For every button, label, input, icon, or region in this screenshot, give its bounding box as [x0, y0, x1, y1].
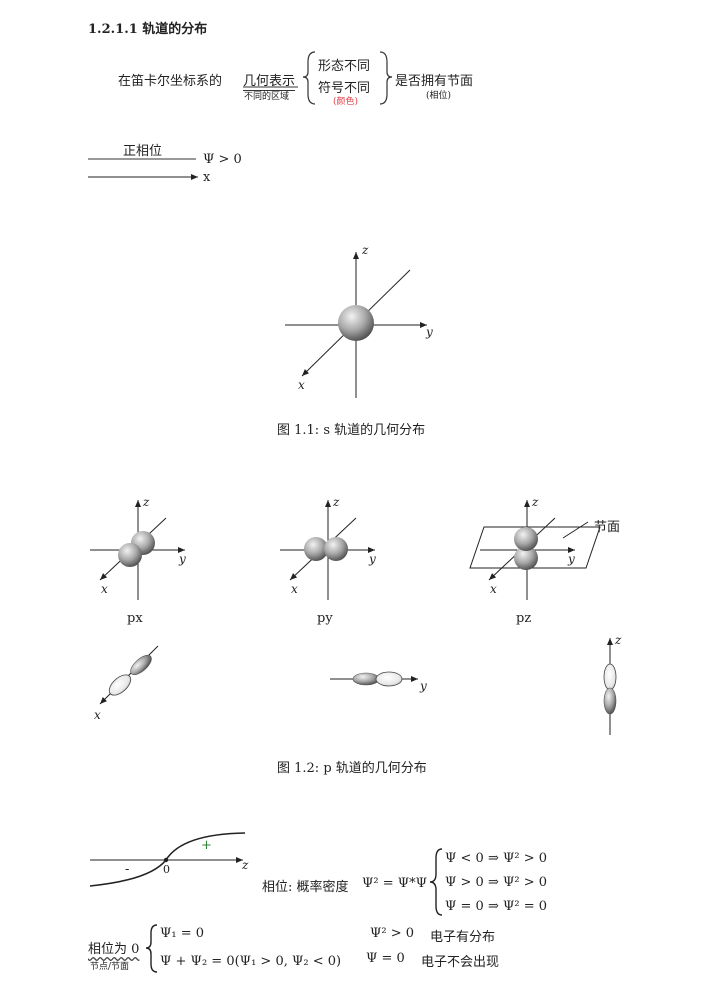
intro-brace-note: (颜色)	[333, 97, 359, 107]
fig2-pz-z-label: z	[532, 495, 539, 509]
fig2-px-z-label: z	[143, 495, 150, 509]
fig2-px-label: px	[127, 611, 143, 626]
fig2-row2-x-label: x	[94, 708, 101, 722]
fig3-zero: 0	[163, 863, 170, 876]
fig3-case-3: Ψ = 0 ⇒ Ψ² = 0	[445, 899, 548, 914]
left-brace	[302, 51, 316, 105]
bottom-label: 相位为 0	[88, 942, 140, 957]
bottom-r1-text: 电子有分布	[430, 930, 496, 945]
wave-node-figure	[89, 832, 246, 887]
intro-brace-bottom: 符号不同	[318, 81, 371, 96]
intro-suffix-sub: (相位)	[426, 91, 452, 101]
fig3-phase-label: 相位: 概率密度	[262, 880, 349, 895]
fig3-case-2: Ψ > 0 ⇒ Ψ² > 0	[445, 875, 548, 890]
intro-prefix: 在笛卡尔坐标系的	[118, 74, 223, 89]
section-heading: 1.2.1.1 轨道的分布	[88, 18, 207, 37]
section-number: 1.2.1.1	[88, 22, 138, 37]
section-title: 轨道的分布	[142, 22, 208, 37]
bottom-line-2: Ψ + Ψ₂ = 0(Ψ₁ > 0, Ψ₂ < 0)	[160, 954, 342, 969]
fig3-plus: +	[201, 838, 212, 853]
intro-geo-sub: 不同的区域	[244, 92, 290, 102]
phase-psi: Ψ > 0	[203, 152, 242, 167]
intro-geo: 几何表示	[243, 74, 296, 91]
p-lobes-z	[603, 638, 617, 735]
py-orbital-figure	[280, 500, 375, 600]
phase-axis-label: x	[203, 170, 211, 185]
fig2-caption: 图 1.2: p 轨道的几何分布	[277, 761, 427, 776]
bottom-r2-text: 电子不会出现	[421, 955, 500, 970]
bottom-r2-eq: Ψ = 0	[366, 951, 405, 966]
fig3-equation: Ψ² = Ψ*Ψ	[362, 876, 428, 891]
fig2-py-z-label: z	[333, 495, 340, 509]
p-lobes-y	[330, 671, 418, 687]
fig3-minus: -	[125, 862, 130, 877]
intro-suffix: 是否拥有节面	[395, 74, 474, 89]
right-brace	[379, 51, 393, 105]
p-lobes-x	[99, 645, 159, 705]
s-orbital-figure	[285, 252, 427, 398]
fig3-z-label: z	[242, 858, 249, 872]
fig2-pz-label: pz	[516, 611, 532, 626]
px-orbital-figure	[90, 500, 185, 600]
fig2-pz-y-label: y	[568, 552, 575, 566]
bottom-r1-eq: Ψ² > 0	[370, 926, 415, 941]
fig2-px-y-label: y	[179, 552, 186, 566]
fig2-py-x-label: x	[291, 582, 298, 596]
fig1-x-label: x	[298, 378, 305, 392]
bottom-brace	[145, 924, 158, 973]
fig2-px-x-label: x	[101, 582, 108, 596]
fig2-row2-z-label: z	[615, 633, 622, 647]
phase-label: 正相位	[123, 144, 163, 159]
fig3-case-1: Ψ < 0 ⇒ Ψ² > 0	[445, 851, 548, 866]
pz-orbital-figure	[469, 500, 601, 600]
fig2-row2-y-label: y	[420, 679, 427, 693]
fig1-y-label: y	[426, 325, 433, 339]
cases-brace	[429, 848, 443, 916]
fig1-z-label: z	[362, 243, 369, 257]
fig2-py-label: py	[317, 611, 333, 626]
fig1-caption: 图 1.1: s 轨道的几何分布	[277, 423, 426, 438]
fig2-pz-x-label: x	[490, 582, 497, 596]
fig2-py-y-label: y	[369, 552, 376, 566]
fig2-node-plane-label: 节面	[594, 520, 621, 535]
bottom-line-1: Ψ₁ = 0	[160, 926, 205, 941]
bottom-label-sub: 节点/节面	[90, 962, 130, 972]
intro-brace-top: 形态不同	[318, 59, 371, 74]
